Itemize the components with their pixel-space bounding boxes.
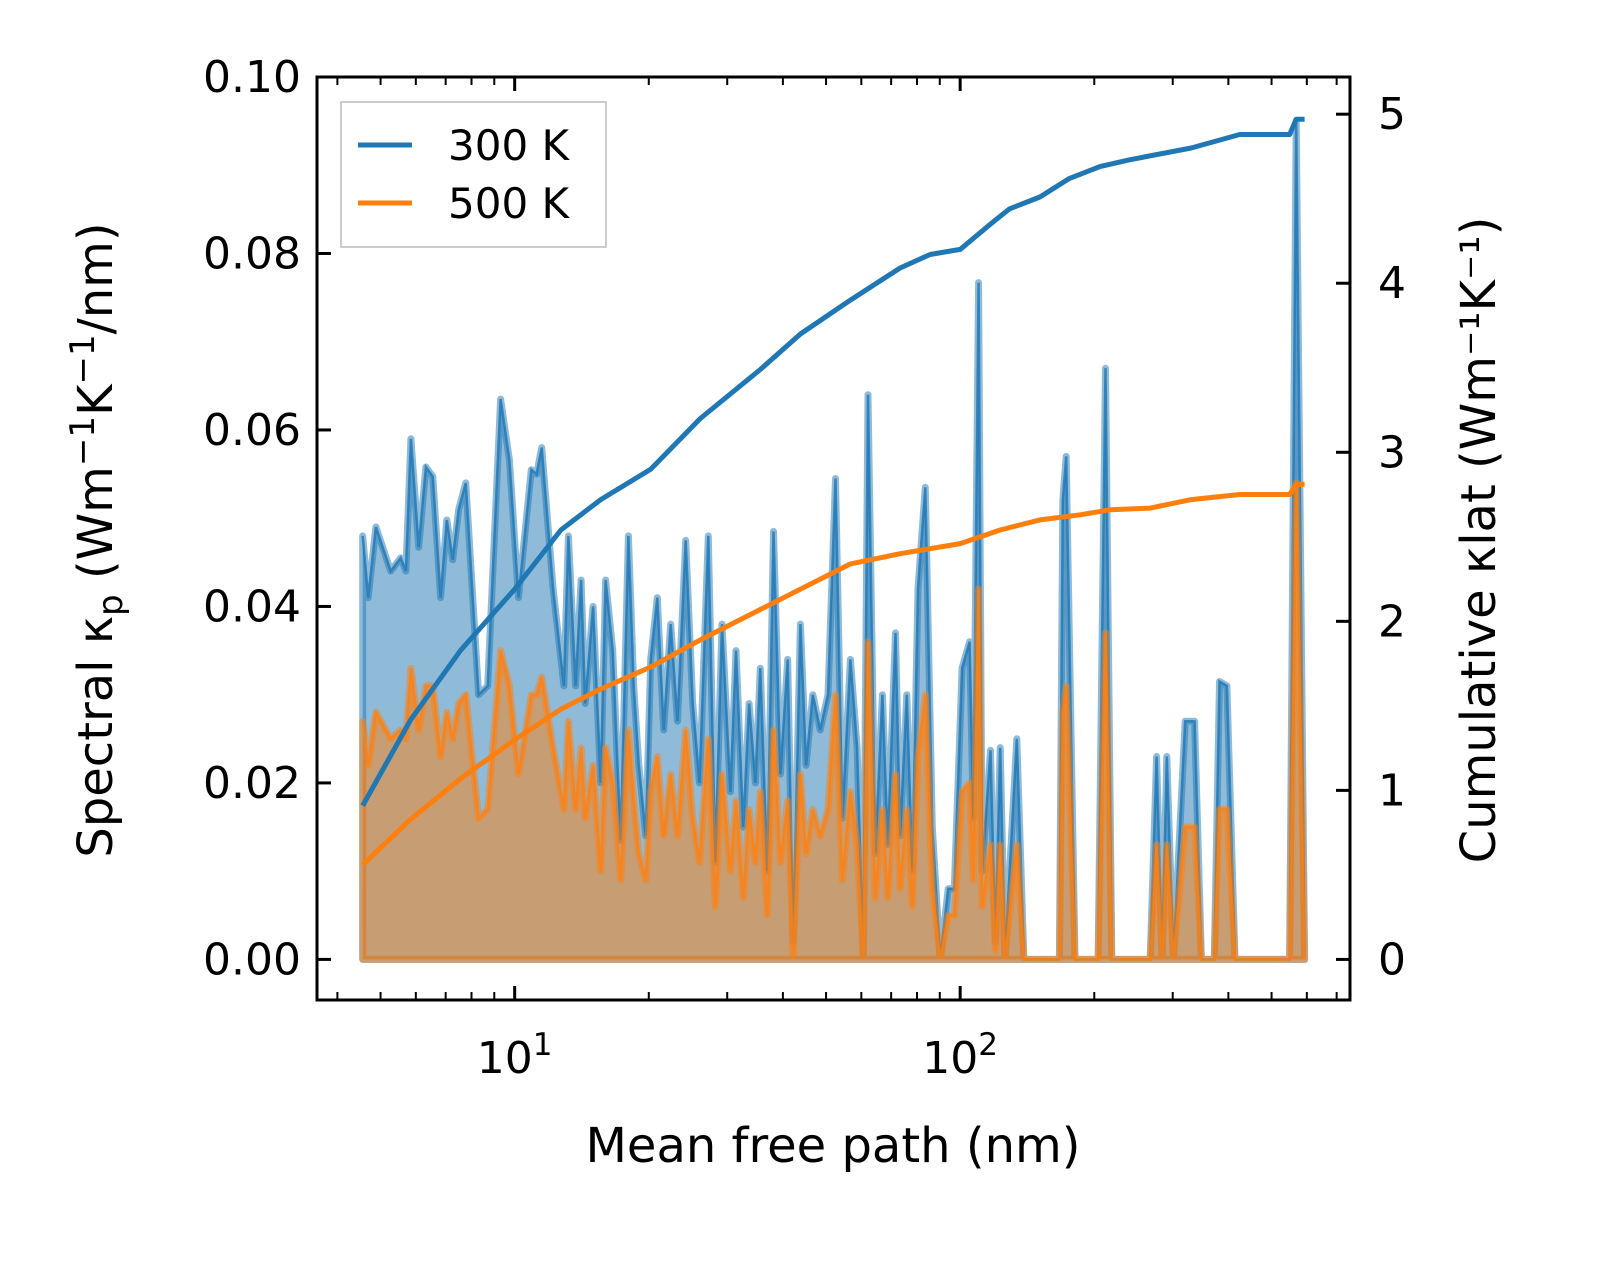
- y-left-tick-label: 0.10: [203, 52, 301, 103]
- cumulative-line-500k: [360, 481, 1305, 867]
- y-right-tick-label: 4: [1378, 258, 1406, 309]
- y-left-tick-label: 0.06: [203, 405, 301, 456]
- x-tick-label: 101: [477, 1027, 553, 1084]
- y-left-tick-label: 0.04: [203, 581, 301, 632]
- y-right-tick-label: 3: [1378, 427, 1406, 478]
- axes-frame: [315, 75, 1352, 1002]
- y-right-tick-label: 5: [1378, 89, 1406, 140]
- y-axis-right-label: Cumulative κlat (Wm⁻¹K⁻¹): [1451, 217, 1507, 864]
- y-right-tick-label: 0: [1378, 934, 1406, 985]
- spectral-line-300k: [361, 121, 1306, 961]
- axis-ticks: 0.00 0.02 0.04 0.06 0.08 0.10 0 1 2 3 4 5 101 102: [203, 52, 1406, 1084]
- legend-label-300k: 300 K: [448, 121, 571, 170]
- y-axis-left-label: Spectral κp (Wm−1K−1/nm): [63, 222, 131, 857]
- legend: 300 K 500 K: [340, 101, 607, 248]
- x-tick-label: 102: [922, 1027, 998, 1084]
- y-left-tick-label: 0.02: [203, 758, 301, 809]
- legend-label-500k: 500 K: [448, 179, 571, 228]
- y-right-tick-label: 2: [1378, 596, 1406, 647]
- y-right-tick-label: 1: [1378, 765, 1406, 816]
- y-left-tick-label: 0.08: [203, 228, 301, 279]
- spectral-line-500k: [361, 482, 1306, 961]
- plot-area: [359, 116, 1309, 963]
- legend-box: [340, 101, 607, 248]
- x-axis-label: Mean free path (nm): [586, 1118, 1081, 1174]
- cumulative-line-300k: [360, 116, 1305, 807]
- y-left-tick-label: 0.00: [203, 934, 301, 985]
